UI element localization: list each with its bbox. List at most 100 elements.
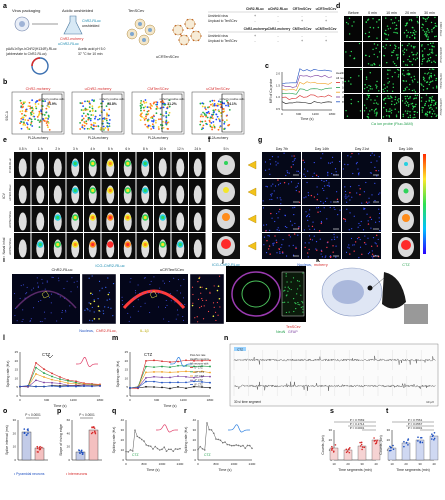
j-neun-dot	[297, 301, 299, 304]
i-nucleus-dot	[128, 320, 130, 322]
nucleus-dot	[356, 161, 358, 164]
g-caption-nucleus: Nucleus,	[297, 263, 312, 267]
s-dot	[360, 443, 363, 446]
r-marker	[210, 429, 213, 431]
mcherry-dot	[275, 241, 278, 244]
q-xtick: 800	[141, 462, 146, 466]
calcium-cell-dot	[432, 99, 434, 101]
nucleus-dot	[363, 208, 365, 211]
calcium-cell-dot	[429, 42, 432, 45]
calcium-cell-dot	[374, 112, 376, 114]
nucleus-dot	[350, 156, 352, 158]
calcium-cell-dot	[409, 111, 411, 113]
flow-dot	[167, 128, 169, 130]
calcium-cell-dot	[365, 21, 367, 23]
flow-dot	[211, 115, 214, 117]
spike-icon	[190, 35, 192, 37]
m-marker	[169, 371, 171, 374]
nucleus-dot	[339, 209, 341, 211]
j-neun-dot	[295, 303, 297, 305]
d-time-label: 30 min	[424, 11, 435, 15]
i-nucleus-dot	[14, 307, 16, 309]
calcium-cell-dot	[391, 109, 393, 112]
nucleus-dot	[313, 228, 316, 230]
calcium-cell-dot	[402, 50, 404, 52]
calcium-cell-dot	[434, 113, 436, 115]
calcium-cell-dot	[393, 62, 396, 65]
flow-dot	[165, 120, 168, 123]
l-marker	[59, 386, 61, 388]
nucleus-dot	[292, 244, 294, 246]
nucleus-dot	[376, 175, 378, 177]
p-dot	[82, 453, 84, 455]
i-nucleus-dot	[158, 292, 160, 294]
nucleus-dot	[376, 160, 378, 162]
e-time-label: 24 h	[194, 147, 201, 151]
i-zoom-dot	[84, 309, 86, 311]
q-marker	[136, 435, 139, 438]
nucleus-dot	[294, 222, 296, 225]
panel-letter-n: n	[224, 335, 228, 342]
l-marker	[99, 384, 101, 387]
flow-dot	[22, 123, 25, 126]
flow-dot	[223, 102, 226, 105]
calcium-cell-dot	[390, 112, 393, 114]
flow-dot	[215, 104, 218, 107]
i-nucleus-dot	[143, 277, 145, 279]
flow-dot	[38, 126, 41, 129]
flow-dot	[217, 100, 220, 103]
mcherry-dot	[370, 245, 373, 247]
spike-icon	[191, 18, 194, 21]
mouse-silhouette-icon	[53, 185, 62, 204]
m-xlabel: Time (s)	[163, 404, 176, 408]
nucleus-dot	[324, 200, 327, 203]
flow-dot	[223, 121, 226, 123]
p-ytick: 0	[68, 458, 70, 462]
nucleus-dot	[368, 197, 370, 199]
m-marker	[145, 365, 147, 368]
calcium-cell-dot	[401, 73, 404, 75]
i-nucleus-dot	[36, 277, 38, 279]
flow-dot	[97, 125, 100, 128]
calcium-cell-dot	[426, 73, 429, 75]
mcherry-dot	[330, 256, 332, 258]
mouse-silhouette-icon	[18, 212, 27, 231]
nucleus-dot	[335, 256, 337, 258]
flow-dot	[89, 110, 91, 113]
l-ytick: 25	[15, 350, 19, 354]
q-ytick: 20	[121, 438, 125, 442]
i-nucleus-dot	[183, 278, 185, 280]
i-nucleus-dot	[58, 280, 60, 282]
t-dot	[392, 444, 394, 447]
calcium-cell-dot	[404, 95, 406, 98]
i-zoom-dot	[104, 306, 106, 308]
flow-dot	[25, 122, 28, 124]
t-dot	[417, 436, 419, 438]
i-nucleus-dot	[122, 304, 124, 306]
panel-letter-o: o	[3, 408, 7, 415]
flow-dot	[165, 112, 168, 115]
i-nucleus-dot	[44, 318, 46, 320]
calcium-cell-dot	[409, 96, 411, 98]
calcium-cell-dot	[392, 83, 394, 85]
nucleus-dot	[288, 172, 290, 174]
calcium-cell-dot	[410, 31, 412, 34]
i-nucleus-dot	[41, 320, 43, 322]
q-marker	[167, 448, 170, 451]
i-nucleus-dot	[173, 296, 175, 298]
nucleus-dot	[368, 201, 370, 203]
calcium-cell-dot	[401, 100, 404, 102]
flow-dot	[107, 114, 110, 117]
mcherry-dot	[336, 198, 339, 201]
calcium-cell-dot	[411, 51, 413, 54]
nucleus-dot	[363, 207, 365, 209]
flow-dot	[35, 107, 38, 110]
nucleus-dot	[336, 236, 338, 238]
calcium-cell-dot	[389, 44, 392, 47]
i-zoom-dot	[99, 290, 101, 292]
calcium-cell-dot	[382, 45, 385, 48]
plasmid-abbrev-label: (abbreviate to ChR2-RLuc)	[6, 52, 47, 56]
nucleus-dot	[294, 158, 296, 160]
flow-dot	[22, 121, 25, 124]
panel-letter-l: l	[3, 335, 5, 342]
